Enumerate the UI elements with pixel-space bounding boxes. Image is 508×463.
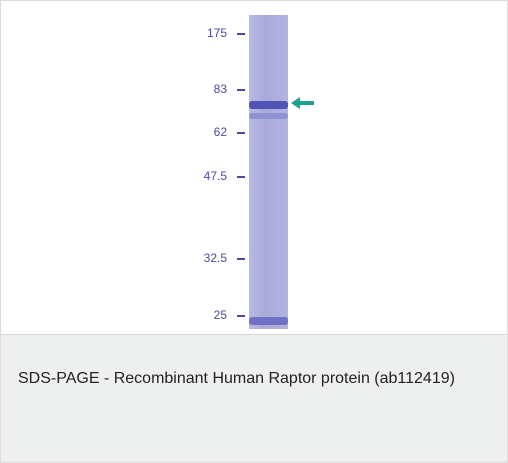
- marker-tick: [237, 132, 245, 134]
- band-arrow: [291, 96, 315, 110]
- marker-label: 175: [207, 26, 227, 40]
- marker-tick: [237, 315, 245, 317]
- gel-lane: [249, 15, 288, 329]
- gel-image: 175 83 62 47.5 32.5 25: [1, 1, 507, 335]
- marker-tick: [237, 33, 245, 35]
- faint-band: [249, 113, 288, 119]
- marker-tick: [237, 176, 245, 178]
- figure-card: 175 83 62 47.5 32.5 25 SDS-PAGE - Recomb…: [0, 0, 508, 463]
- marker-label: 32.5: [204, 251, 227, 265]
- marker-tick: [237, 258, 245, 260]
- protein-band: [249, 101, 288, 109]
- marker-label: 25: [214, 308, 227, 322]
- caption-area: SDS-PAGE - Recombinant Human Raptor prot…: [1, 335, 507, 462]
- marker-label: 62: [214, 125, 227, 139]
- caption-text: SDS-PAGE - Recombinant Human Raptor prot…: [1, 335, 504, 401]
- marker-label: 83: [214, 82, 227, 96]
- marker-tick: [237, 89, 245, 91]
- arrow-shape: [291, 97, 314, 109]
- marker-band: [249, 317, 288, 325]
- marker-label: 47.5: [204, 169, 227, 183]
